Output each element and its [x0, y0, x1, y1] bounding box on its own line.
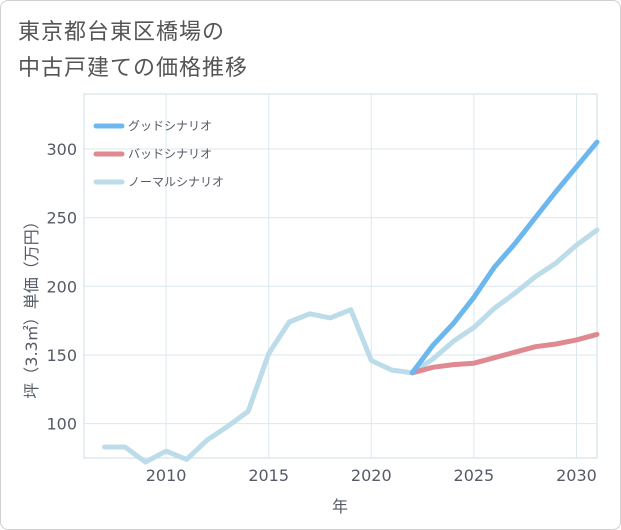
series-lines [102, 139, 600, 465]
series-line-bad [409, 331, 600, 376]
x-axis-title: 年 [332, 497, 348, 516]
series-line-normal [102, 227, 600, 465]
y-axis-title: 坪（3.3㎡）単価（万円） [22, 213, 41, 398]
x-tick-label: 2025 [454, 466, 495, 485]
legend-label: グッドシナリオ [128, 119, 212, 133]
x-tick-label: 2010 [146, 466, 187, 485]
series-line-good [409, 139, 600, 376]
plot-area [83, 93, 598, 459]
y-tick-label: 150 [46, 346, 77, 365]
chart-title-line-2: 中古戸建ての価格推移 [18, 56, 249, 81]
y-tick-label: 100 [46, 415, 77, 434]
y-tick-label: 200 [46, 277, 77, 296]
legend-label: バッドシナリオ [128, 147, 212, 161]
y-tick-label: 300 [46, 140, 77, 159]
x-tick-labels: 2010 2015 2020 2025 2030 [146, 466, 597, 485]
x-tick-label: 2020 [351, 466, 392, 485]
chart-title-line-1: 東京都台東区橋場の [18, 20, 226, 45]
chart-title: 東京都台東区橋場の 中古戸建ての価格推移 [18, 15, 418, 87]
x-tick-label: 2015 [248, 466, 289, 485]
legend-label: ノーマルシナリオ [128, 175, 224, 189]
x-tick-label: 2030 [556, 466, 597, 485]
y-tick-label: 250 [46, 209, 77, 228]
y-tick-labels: 100 150 200 250 300 [46, 140, 77, 434]
